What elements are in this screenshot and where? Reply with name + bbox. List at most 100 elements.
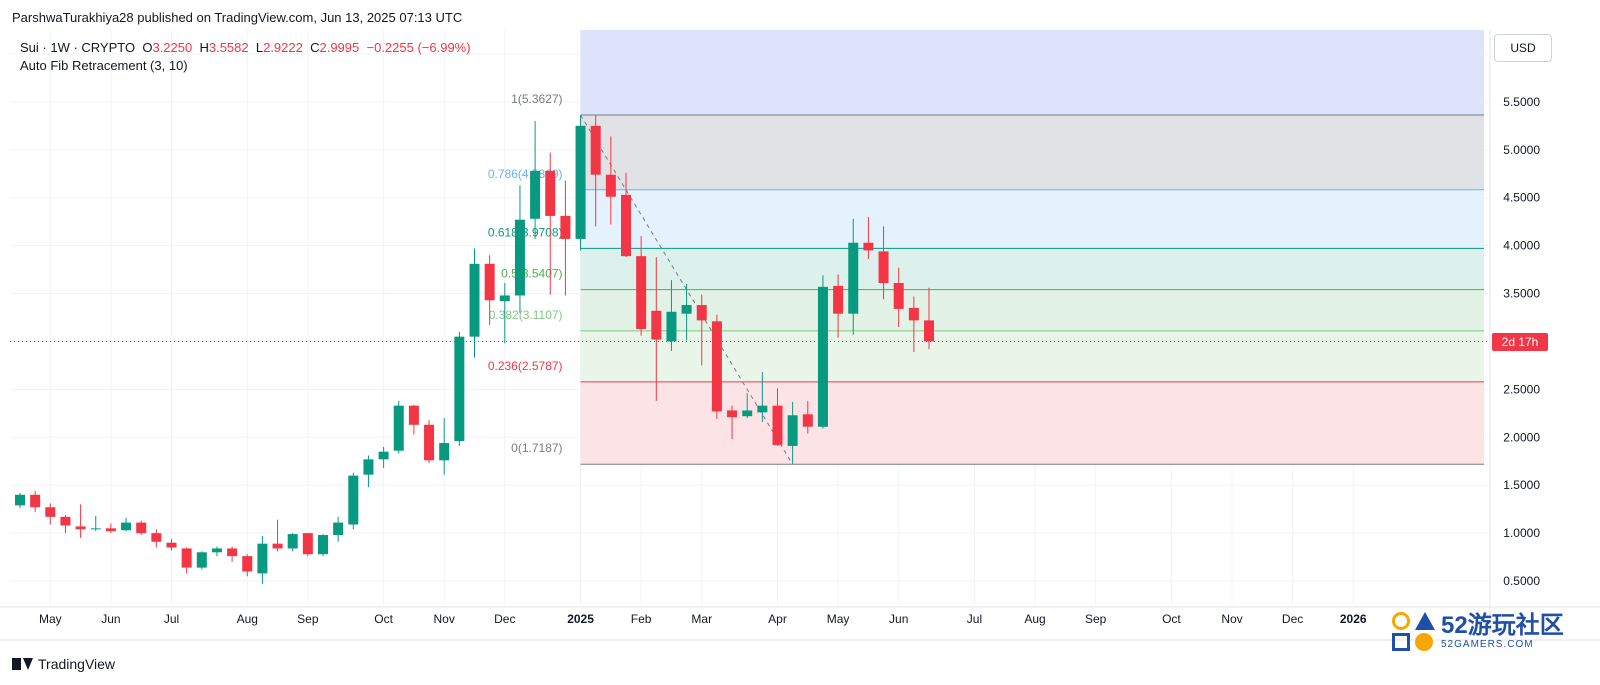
- candle-body: [757, 405, 768, 413]
- candle: [30, 490, 41, 513]
- candle-body: [681, 305, 692, 314]
- candle: [105, 523, 116, 534]
- candle: [621, 172, 631, 258]
- candle-body: [530, 170, 541, 219]
- candle: [378, 446, 389, 468]
- candle-body: [424, 424, 435, 461]
- candle: [196, 551, 207, 570]
- low-label: L: [255, 40, 264, 55]
- candle-body: [787, 415, 798, 446]
- y-tick-label: 4.0000: [1503, 239, 1540, 253]
- y-tick-label: 2.0000: [1503, 430, 1540, 444]
- candle-body: [772, 405, 783, 445]
- fib-level-label: 0.5(3.5407): [501, 267, 562, 281]
- candle: [848, 218, 859, 335]
- candles: [15, 115, 934, 584]
- candle-body: [60, 516, 71, 526]
- candle: [393, 400, 404, 454]
- candle: [136, 520, 147, 536]
- candle: [60, 514, 71, 534]
- candle: [772, 388, 783, 446]
- x-tick-label: Nov: [434, 612, 455, 626]
- y-tick-label: 3.5000: [1503, 287, 1540, 301]
- x-tick-label: Oct: [1162, 612, 1181, 626]
- candle-body: [802, 414, 813, 427]
- candle: [151, 529, 162, 548]
- y-tick-label: 5.0000: [1503, 143, 1540, 157]
- candle: [439, 418, 450, 475]
- candle: [742, 393, 753, 419]
- candle-body: [302, 533, 313, 555]
- candle-body: [621, 194, 631, 257]
- low-value: 2.9222: [263, 40, 303, 55]
- candle-body: [590, 125, 601, 175]
- candle-body: [727, 410, 738, 418]
- candle: [333, 516, 344, 542]
- candle-body: [15, 494, 25, 506]
- candle-body: [742, 410, 753, 417]
- candle-body: [136, 522, 147, 534]
- candle-body: [484, 263, 495, 301]
- fib-level-label: 1(5.3627): [511, 92, 562, 106]
- candle: [878, 226, 889, 300]
- candle: [636, 236, 647, 336]
- x-tick-label: Jun: [889, 612, 908, 626]
- symbol-legend: Sui · 1W · CRYPTO O3.2250 H3.5582 L2.922…: [20, 40, 471, 55]
- y-tick-label: 5.5000: [1503, 95, 1540, 109]
- x-tick-label: Jul: [164, 612, 179, 626]
- currency-button[interactable]: USD: [1494, 34, 1552, 62]
- candle: [469, 248, 480, 358]
- candle-body: [30, 494, 41, 508]
- high-label: H: [199, 40, 209, 55]
- candle: [893, 267, 904, 328]
- candle-body: [863, 242, 874, 251]
- bar-countdown-badge: 2d 17h: [1492, 332, 1548, 351]
- y-tick-label: 2.5000: [1503, 382, 1540, 396]
- x-tick-label: Apr: [768, 612, 787, 626]
- x-tick-label: Dec: [494, 612, 515, 626]
- candle: [272, 519, 283, 552]
- x-tick-label: Feb: [631, 612, 652, 626]
- candle: [908, 296, 919, 352]
- candle-body: [454, 336, 465, 442]
- fib-zone: [580, 189, 1484, 249]
- candle-body: [272, 543, 283, 549]
- fib-level-label: 0(1.7187): [511, 441, 562, 455]
- x-tick-label: Mar: [691, 612, 712, 626]
- candle: [696, 294, 707, 366]
- candle: [302, 533, 313, 557]
- indicator-legend[interactable]: Auto Fib Retracement (3, 10): [20, 58, 188, 73]
- close-label: C: [310, 40, 320, 55]
- candle-body: [817, 286, 828, 427]
- candle: [711, 314, 722, 420]
- candle-body: [166, 542, 177, 548]
- candle: [181, 547, 192, 574]
- tradingview-logo[interactable]: TradingView: [12, 656, 115, 672]
- candle-body: [666, 311, 677, 342]
- candle-body: [211, 548, 222, 553]
- candle-body: [242, 556, 253, 572]
- x-tick-label: May: [39, 612, 62, 626]
- candle-body: [696, 305, 707, 321]
- x-tick-label: Dec: [1282, 612, 1303, 626]
- y-tick-label: 1.5000: [1503, 478, 1540, 492]
- candle: [211, 546, 222, 557]
- open-label: O: [142, 40, 153, 55]
- fib-level-label: 0.618(3.9708): [488, 225, 563, 239]
- y-tick-label: 4.5000: [1503, 191, 1540, 205]
- x-tick-label: Aug: [1024, 612, 1045, 626]
- candle: [817, 275, 828, 429]
- candle-body: [90, 528, 101, 530]
- candle-body: [878, 251, 889, 283]
- candle: [681, 283, 692, 341]
- candle-body: [439, 443, 450, 461]
- candle-body: [848, 242, 859, 314]
- candle-body: [545, 170, 556, 216]
- fib-zone: [580, 115, 1484, 190]
- x-tick-label: 2025: [567, 612, 594, 626]
- candle-body: [514, 219, 525, 296]
- candle: [590, 115, 601, 227]
- candle: [75, 504, 86, 538]
- fib-zone: [580, 248, 1484, 290]
